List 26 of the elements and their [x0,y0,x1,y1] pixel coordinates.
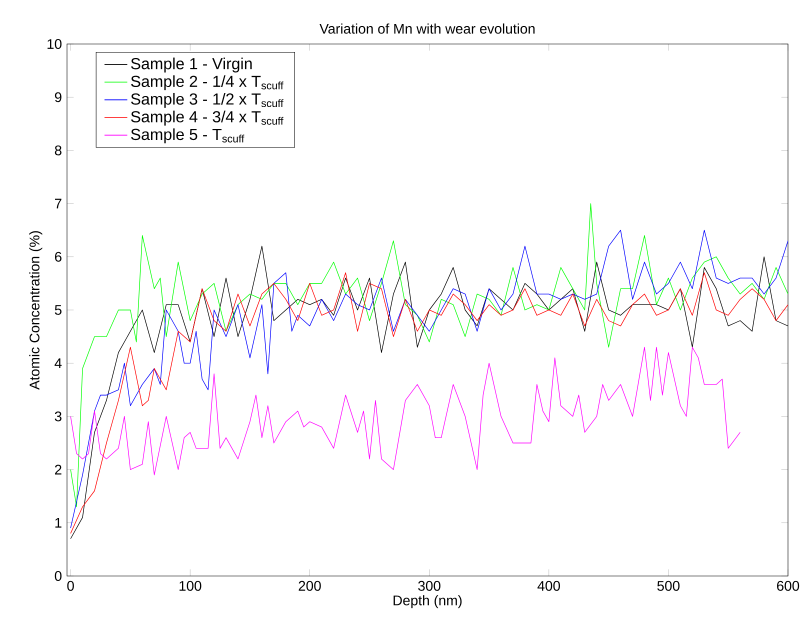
legend-label: Sample 4 - 3/4 x T$_{scuff}$ [131,110,284,126]
legend-label: Sample 3 - 1/2 x T$_{scuff}$ [131,92,284,108]
y-axis-title: Atomic Concentration (%) [29,231,42,390]
x-tick-label: 600 [777,580,800,591]
y-tick-label: 4 [54,358,62,368]
x-axis-title: Depth (nm) [394,595,462,608]
y-tick-label: 6 [55,252,62,262]
x-tick-label: 0 [67,580,74,591]
legend-label: Sample 2 - 1/4 x T$_{scuff}$ [131,75,284,90]
y-tick-label: 2 [55,464,62,474]
y-tick-label: 3 [54,411,62,422]
y-tick-label: 7 [55,198,62,208]
x-tick-label: 300 [418,580,440,591]
y-tick-label: 0 [54,571,62,581]
y-tick-label: 5 [54,305,62,315]
legend-label: Sample 1 - Virgin [131,58,252,72]
y-tick-label: 1 [55,518,62,528]
y-tick-label: 10 [48,39,62,49]
x-tick-label: 200 [298,580,321,591]
x-tick-label: 400 [537,580,560,591]
y-tick-label: 9 [54,92,62,102]
y-tick-label: 8 [54,145,62,156]
x-tick-label: 500 [657,580,680,591]
legend-label: Sample 5 - T$_{scuff}$ [131,128,244,144]
x-tick-label: 100 [180,580,202,591]
chart-title: Variation of Mn with wear evolution [320,23,535,34]
